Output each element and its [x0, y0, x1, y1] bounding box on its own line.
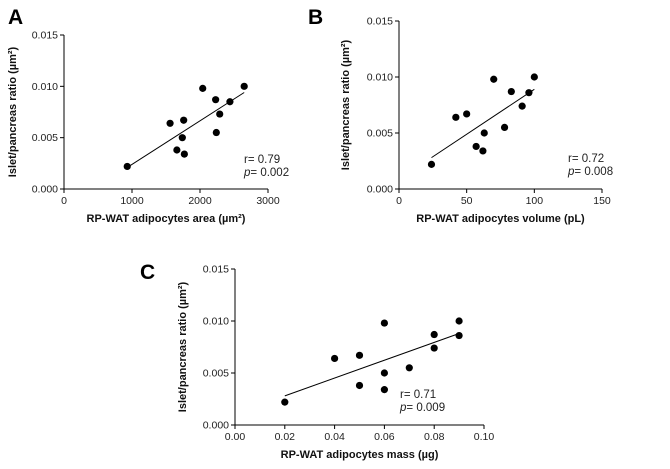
panel-b: B 0.000 0.005 0.010 0.015 0 50 100 150 RP-WAT adi…: [308, 6, 613, 225]
r-annotation: r= 0.79: [244, 154, 280, 166]
data-point: [455, 317, 463, 325]
data-point: [452, 113, 460, 121]
data-point: [226, 98, 234, 106]
data-point: [355, 381, 364, 390]
y-tick-label: 0.005: [32, 132, 58, 144]
data-point: [240, 82, 248, 90]
y-tick-label: 0.005: [203, 368, 229, 380]
data-point: [216, 110, 224, 118]
y-axis-label: Islet/pancreas ratio (µm²): [177, 281, 189, 412]
x-tick-label: 100: [526, 195, 544, 207]
data-point: [380, 369, 388, 377]
x-tick-label: 0: [396, 195, 402, 207]
r-annotation: r= 0.72: [568, 153, 604, 165]
y-tick-label: 0.010: [32, 81, 58, 93]
data-point: [281, 398, 289, 406]
y-tick-label: 0.015: [32, 30, 58, 42]
data-point: [455, 331, 463, 340]
panel-letter: C: [140, 261, 155, 284]
data-point: [479, 147, 487, 155]
p-value: = 0.008: [574, 166, 613, 178]
data-point: [427, 160, 436, 168]
p-annotation: p= 0.008: [567, 166, 613, 178]
panel-letter: A: [8, 6, 23, 29]
x-axis-label: RP-WAT adipocytes mass (µg): [281, 449, 439, 461]
data-point: [405, 364, 413, 372]
trendline: [126, 92, 245, 168]
data-point: [212, 128, 220, 137]
data-point: [430, 344, 438, 352]
x-tick-label: 0.00: [225, 431, 246, 443]
p-annotation: p= 0.002: [243, 167, 289, 179]
y-tick-label: 0.000: [32, 184, 58, 196]
data-point: [331, 354, 339, 363]
data-point: [430, 330, 438, 339]
data-point: [530, 73, 538, 81]
panel-a: A 0.000 0.005 0.010 0.015 0 1000 2000 3000 RP-WAT…: [7, 6, 289, 225]
x-tick-label: 0: [61, 195, 67, 207]
y-axis-label: Islet/pancreas ratio (µm²): [7, 46, 19, 177]
x-tick-label: 0.04: [324, 431, 345, 443]
data-point: [123, 162, 131, 171]
x-tick-label: 150: [593, 195, 611, 207]
data-point: [180, 116, 188, 124]
y-tick-label: 0.010: [367, 72, 393, 84]
panel-c: C 0.000 0.005 0.010 0.015 0.00 0.02 0.04 0.06 0.0…: [140, 261, 494, 461]
data-point: [480, 129, 488, 137]
data-point: [178, 134, 186, 142]
x-tick-label: 0.02: [275, 431, 296, 443]
data-point: [518, 102, 526, 110]
y-tick-label: 0.010: [203, 316, 229, 328]
data-point: [380, 386, 388, 394]
x-axis-label: RP-WAT adipocytes area (µm²): [87, 213, 246, 225]
data-point: [180, 150, 188, 158]
data-point: [212, 96, 220, 104]
x-tick-label: 0.06: [374, 431, 395, 443]
panel-letter: B: [308, 6, 323, 29]
x-axis-label: RP-WAT adipocytes volume (pL): [416, 213, 585, 225]
data-point: [355, 351, 364, 359]
x-tick-label: 2000: [188, 195, 212, 207]
data-point: [173, 146, 181, 154]
y-tick-label: 0.015: [203, 264, 229, 276]
x-tick-label: 3000: [256, 195, 280, 207]
data-point: [490, 75, 498, 83]
data-point: [472, 142, 480, 151]
x-tick-label: 0.10: [474, 431, 495, 443]
y-tick-label: 0.000: [203, 420, 229, 432]
x-tick-label: 50: [461, 195, 473, 207]
r-annotation: r= 0.71: [400, 389, 436, 401]
data-point: [525, 89, 533, 97]
data-point: [380, 319, 388, 327]
data-point: [507, 87, 515, 96]
p-value: = 0.002: [250, 167, 289, 179]
trendline: [284, 333, 460, 397]
x-tick-label: 0.08: [424, 431, 445, 443]
data-point: [166, 119, 174, 127]
y-axis-label: Islet/pancreas ratio (µm²): [340, 39, 352, 170]
p-symbol: p: [243, 167, 251, 179]
x-tick-label: 1000: [120, 195, 144, 207]
data-point: [500, 123, 509, 131]
data-point: [463, 110, 471, 118]
p-value: = 0.009: [406, 402, 445, 414]
y-tick-label: 0.005: [367, 128, 393, 140]
y-tick-label: 0.015: [367, 16, 393, 28]
data-point: [199, 84, 207, 92]
p-symbol: p: [399, 402, 407, 414]
p-symbol: p: [567, 166, 575, 178]
p-annotation: p= 0.009: [399, 402, 445, 414]
y-tick-label: 0.000: [367, 184, 393, 196]
trendline: [431, 88, 535, 159]
